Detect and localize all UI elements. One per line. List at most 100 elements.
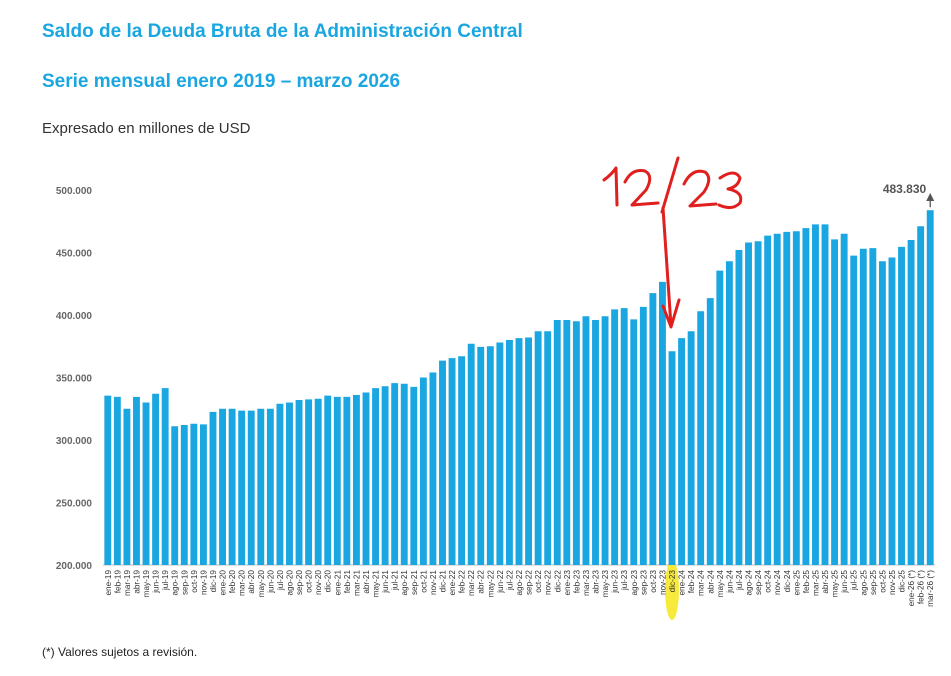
x-tick-label: jul-21 — [391, 570, 400, 591]
x-tick-label: sep-22 — [525, 570, 534, 595]
x-tick-label: feb-25 — [802, 570, 811, 594]
bar — [161, 388, 169, 565]
x-tick-label: ene-22 — [448, 570, 457, 596]
bar — [171, 426, 179, 565]
bar — [286, 402, 293, 565]
bar — [324, 395, 332, 565]
x-tick-label: sep-19 — [180, 570, 189, 595]
last-value-label: 483.830 — [883, 182, 927, 196]
bar — [697, 311, 705, 565]
bar — [142, 402, 150, 565]
bar — [295, 400, 303, 565]
x-tick-label: abr-22 — [477, 570, 486, 594]
x-tick-label: jun-24 — [725, 570, 734, 594]
handwritten-arrow-shaft — [661, 206, 673, 328]
y-tick-label: 200.000 — [56, 561, 93, 572]
bar — [505, 340, 513, 565]
bar — [639, 306, 647, 565]
bar — [419, 377, 427, 565]
bar — [410, 386, 418, 565]
bar — [725, 261, 733, 565]
handwritten-digit-3 — [717, 171, 743, 210]
x-tick-label: jun-20 — [266, 570, 275, 594]
bar — [123, 408, 131, 565]
bar — [448, 358, 456, 565]
x-tick-label: jun-22 — [496, 570, 505, 594]
y-tick-label: 350.000 — [56, 374, 93, 385]
y-tick-label: 400.000 — [56, 311, 93, 322]
bar — [429, 372, 437, 565]
bar — [620, 308, 628, 565]
x-tick-label: jul-25 — [850, 570, 859, 591]
bar — [496, 342, 504, 565]
x-tick-label: jul-20 — [276, 570, 285, 591]
bar — [247, 410, 255, 565]
bar — [343, 396, 351, 565]
bar — [104, 395, 112, 565]
bar — [199, 424, 207, 565]
x-tick-label: mar-22 — [467, 570, 476, 596]
x-tick-label: oct-19 — [190, 570, 199, 593]
x-tick-label: ago-24 — [745, 570, 754, 596]
bar — [668, 351, 676, 565]
x-tick-label: ago-21 — [400, 570, 409, 596]
x-tick-label: feb-24 — [687, 570, 696, 594]
bar — [133, 396, 140, 565]
x-tick-label: may-20 — [257, 570, 266, 598]
bar — [764, 235, 772, 565]
x-tick-label: dic-24 — [783, 570, 792, 593]
bar — [400, 383, 408, 565]
x-tick-label: abr-23 — [592, 570, 601, 594]
bar — [687, 331, 695, 565]
x-tick-label: ago-19 — [171, 570, 180, 596]
bar — [257, 408, 265, 565]
bar — [592, 320, 599, 565]
x-tick-label: ene-19 — [104, 570, 113, 596]
bar — [515, 338, 523, 565]
bar — [180, 425, 188, 565]
x-tick-label: abr-19 — [132, 570, 141, 594]
bar — [152, 393, 160, 565]
bar — [219, 408, 226, 565]
x-tick-label: oct-24 — [764, 570, 773, 593]
x-tick-label: feb-19 — [113, 570, 122, 594]
x-tick-label: dic-20 — [324, 570, 333, 593]
x-tick-label: mar-26 (*) — [926, 570, 935, 607]
x-tick-label: sep-21 — [410, 570, 419, 595]
x-tick-label: feb-26 (*) — [917, 570, 926, 604]
bar — [486, 346, 494, 565]
x-tick-label: feb-22 — [458, 570, 467, 594]
bar — [649, 293, 657, 565]
x-tick-label: may-22 — [486, 570, 495, 598]
bar — [888, 257, 896, 565]
x-tick-label: sep-25 — [869, 570, 878, 595]
bar — [553, 320, 561, 565]
bar — [525, 337, 533, 565]
x-tick-label: nov-22 — [544, 570, 553, 595]
x-tick-label: ago-23 — [630, 570, 639, 596]
x-tick-label: oct-23 — [649, 570, 658, 593]
bar — [716, 270, 724, 565]
bar — [792, 231, 800, 565]
x-tick-label: feb-23 — [572, 570, 581, 594]
x-tick-label: abr-20 — [247, 570, 256, 594]
bar — [381, 386, 389, 565]
x-tick-label: ago-20 — [285, 570, 294, 596]
highlight-mark — [665, 560, 680, 620]
bar — [754, 241, 762, 565]
x-tick-label: nov-24 — [773, 570, 782, 595]
x-tick-label: may-24 — [716, 570, 725, 598]
x-tick-label: ene-20 — [219, 570, 228, 596]
bar — [391, 383, 399, 565]
bar — [802, 228, 810, 565]
bar — [783, 231, 791, 565]
x-tick-label: nov-19 — [199, 570, 208, 595]
bar — [745, 242, 752, 565]
bar — [850, 255, 858, 565]
bar — [477, 346, 485, 565]
y-tick-label: 450.000 — [56, 249, 93, 260]
x-tick-label: mar-25 — [811, 570, 820, 596]
bar — [333, 396, 341, 565]
chart-subtitle: Serie mensual enero 2019 – marzo 2026 — [42, 71, 401, 92]
